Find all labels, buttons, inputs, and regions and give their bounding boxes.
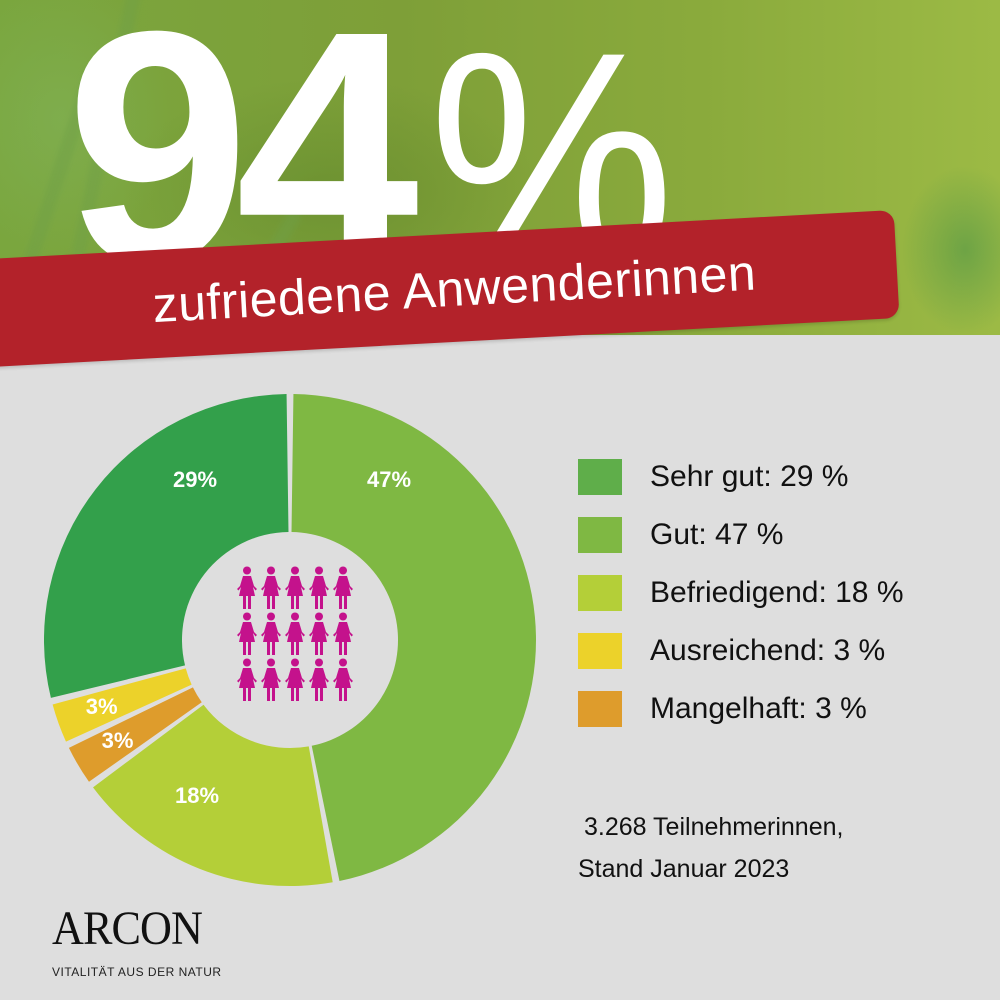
legend-label: Sehr gut: 29 % bbox=[650, 460, 849, 493]
donut-label-sehr-gut: 29% bbox=[172, 467, 218, 492]
legend-label: Mangelhaft: 3 % bbox=[650, 692, 867, 725]
survey-date: Stand Januar 2023 bbox=[578, 855, 790, 883]
donut-label-ausreichend: 3% bbox=[85, 694, 118, 720]
woman-figure-icon bbox=[235, 566, 259, 610]
legend-label: Ausreichend: 3 % bbox=[650, 634, 886, 667]
donut-segment-sehr-gut bbox=[43, 394, 289, 698]
woman-figure-icon bbox=[235, 612, 259, 656]
woman-figure-icon bbox=[259, 612, 283, 656]
woman-figure-icon bbox=[331, 566, 355, 610]
legend-label: Gut: 47 % bbox=[650, 518, 784, 551]
legend-swatch-sehr-gut bbox=[578, 459, 622, 495]
participants-icon-grid bbox=[235, 566, 355, 702]
woman-figure-icon bbox=[331, 612, 355, 656]
woman-figure-icon bbox=[283, 612, 307, 656]
donut-label-mangelhaft: 3% bbox=[101, 727, 134, 753]
legend-swatch-mangelhaft bbox=[578, 691, 622, 727]
participants-count: 3.268 Teilnehmerinnen, bbox=[584, 813, 844, 841]
woman-figure-icon bbox=[283, 566, 307, 610]
legend-item-ausreichend: Ausreichend: 3 % bbox=[578, 622, 904, 680]
donut-label-gut: 47% bbox=[366, 467, 412, 492]
legend-item-befriedigend: Befriedigend: 18 % bbox=[578, 564, 904, 622]
woman-figure-icon bbox=[259, 566, 283, 610]
banner-text: zufriedene Anwenderinnen bbox=[151, 244, 758, 334]
chart-legend: Sehr gut: 29 % Gut: 47 % Befriedigend: 1… bbox=[578, 448, 904, 738]
donut-segment-ausreichend bbox=[52, 668, 192, 742]
legend-item-mangelhaft: Mangelhaft: 3 % bbox=[578, 680, 904, 738]
woman-figure-icon bbox=[307, 658, 331, 702]
woman-figure-icon bbox=[259, 658, 283, 702]
woman-figure-icon bbox=[307, 612, 331, 656]
legend-item-sehr-gut: Sehr gut: 29 % bbox=[578, 448, 904, 506]
woman-figure-icon bbox=[235, 658, 259, 702]
brand-logo: ARCON VITALITÄT AUS DER NATUR bbox=[52, 902, 222, 980]
legend-swatch-befriedigend bbox=[578, 575, 622, 611]
donut-segment-befriedigend bbox=[93, 704, 333, 886]
woman-figure-icon bbox=[331, 658, 355, 702]
participants-footnote: 3.268 Teilnehmerinnen, Stand Januar 2023 bbox=[578, 806, 843, 890]
donut-chart: 47% 18% 3% 3% 29% bbox=[40, 390, 540, 890]
brand-tagline: VITALITÄT AUS DER NATUR bbox=[52, 965, 222, 979]
donut-segment-gut bbox=[291, 394, 536, 881]
donut-chart-svg bbox=[43, 394, 536, 886]
legend-item-gut: Gut: 47 % bbox=[578, 506, 904, 564]
donut-label-befriedigend: 18% bbox=[174, 783, 220, 808]
legend-swatch-ausreichend bbox=[578, 633, 622, 669]
woman-figure-icon bbox=[307, 566, 331, 610]
legend-swatch-gut bbox=[578, 517, 622, 553]
legend-label: Befriedigend: 18 % bbox=[650, 576, 904, 609]
brand-name: ARCON bbox=[52, 902, 203, 955]
donut-segment-mangelhaft bbox=[68, 687, 202, 782]
woman-figure-icon bbox=[283, 658, 307, 702]
